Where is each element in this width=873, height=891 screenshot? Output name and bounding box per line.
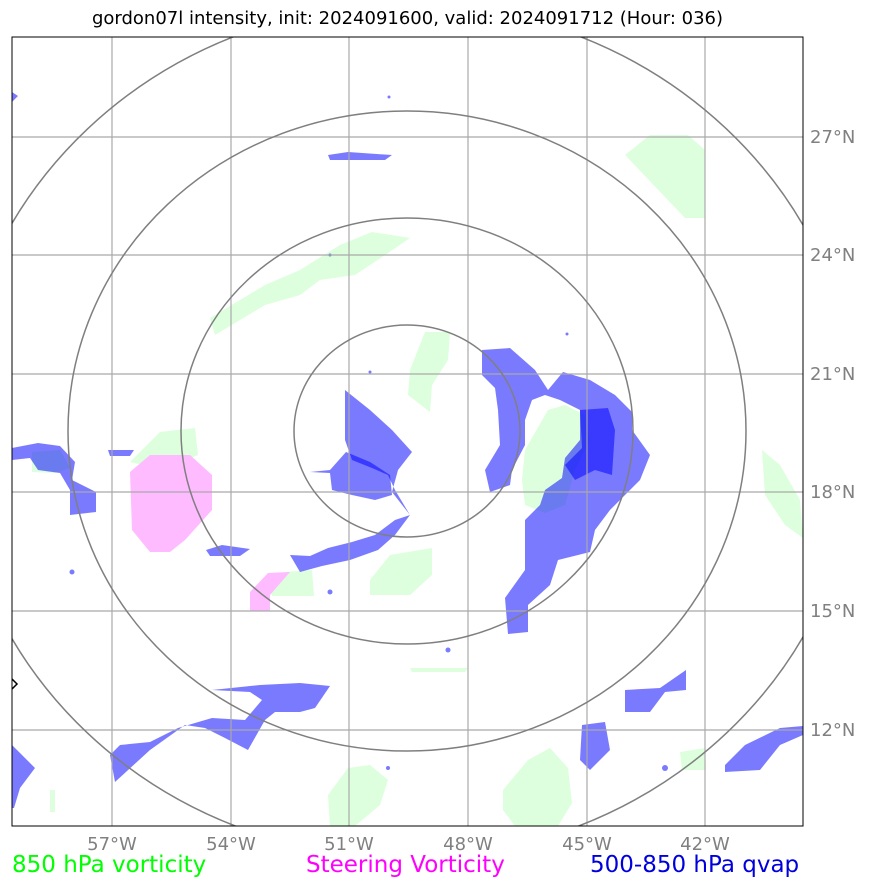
legend-qvap: 500-850 hPa qvap [590, 852, 800, 878]
lat-label-12: 12°N [810, 720, 855, 741]
lat-label-15: 15°N [810, 601, 855, 622]
lon-labels: 57°W 54°W 51°W 48°W 45°W 42°W [87, 834, 730, 855]
lon-label-42: 42°W [680, 834, 730, 855]
map-frame [11, 36, 804, 827]
lon-label-48: 48°W [443, 834, 493, 855]
map-title: gordon07l intensity, init: 2024091600, v… [91, 8, 724, 29]
lon-label-54: 54°W [206, 834, 256, 855]
edge-marker [11, 678, 19, 690]
lat-label-24: 24°N [810, 245, 855, 266]
lat-label-18: 18°N [810, 482, 855, 503]
legend-850-vorticity: 850 hPa vorticity [12, 852, 207, 878]
vorticity-850-contours [32, 135, 803, 826]
qvap-contours [12, 92, 803, 808]
steering-vorticity-contours [130, 455, 290, 611]
lat-label-27: 27°N [810, 127, 855, 148]
lat-labels: 27°N 24°N 21°N 18°N 15°N 12°N [810, 127, 855, 741]
lon-label-51: 51°W [324, 834, 374, 855]
lat-label-21: 21°N [810, 364, 855, 385]
lon-label-57: 57°W [87, 834, 137, 855]
graticule [12, 37, 803, 826]
range-rings [12, 37, 803, 826]
legend-steering-vorticity: Steering Vorticity [306, 852, 505, 878]
lon-label-45: 45°W [562, 834, 612, 855]
